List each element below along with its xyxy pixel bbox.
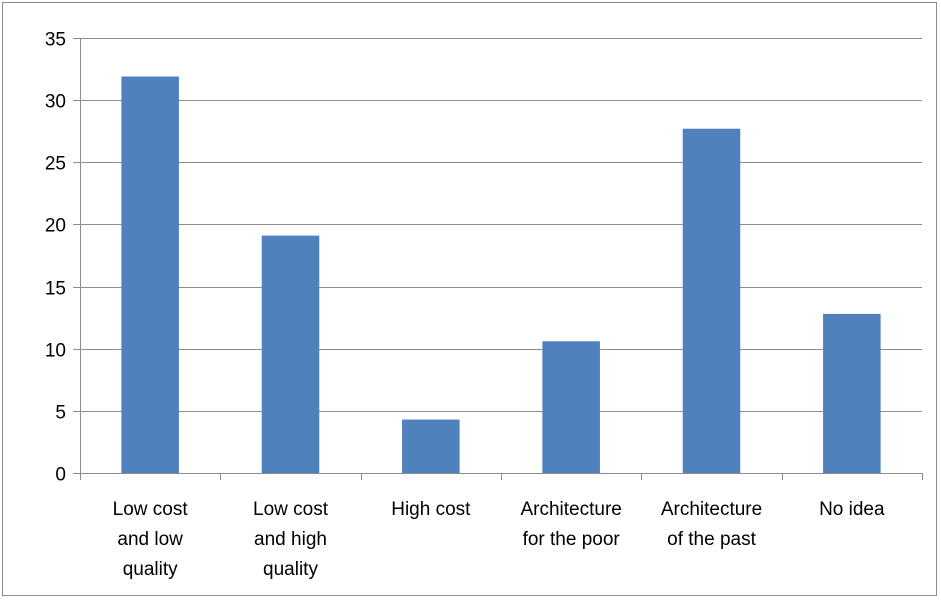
y-tick-label: 35: [45, 30, 66, 51]
x-category-label: for the poor: [523, 529, 621, 550]
bar: [121, 76, 179, 474]
x-category-label: of the past: [667, 529, 756, 550]
bar: [542, 341, 600, 473]
x-category-label: and high: [254, 529, 327, 550]
x-category-label: and low: [117, 529, 183, 550]
bar: [261, 235, 320, 473]
x-category-label: Low cost: [113, 499, 189, 520]
x-category-label: Architecture: [520, 499, 621, 520]
x-category-label: High cost: [391, 499, 471, 520]
y-tick-label: 5: [55, 403, 66, 424]
y-tick-label: 25: [45, 154, 66, 175]
y-tick-label: 0: [55, 465, 66, 486]
y-tick-label: 15: [45, 279, 66, 300]
bar: [402, 419, 460, 473]
x-category-label: Low cost: [253, 499, 329, 520]
bar: [823, 313, 881, 473]
y-tick-label: 10: [45, 341, 66, 362]
x-category-label: Architecture: [661, 499, 762, 520]
x-category-label: No idea: [819, 499, 885, 520]
y-tick-label: 30: [45, 92, 66, 113]
y-tick-label: 20: [45, 216, 66, 237]
x-category-label: quality: [263, 559, 318, 580]
bar: [682, 128, 741, 473]
x-category-label: quality: [123, 559, 178, 580]
